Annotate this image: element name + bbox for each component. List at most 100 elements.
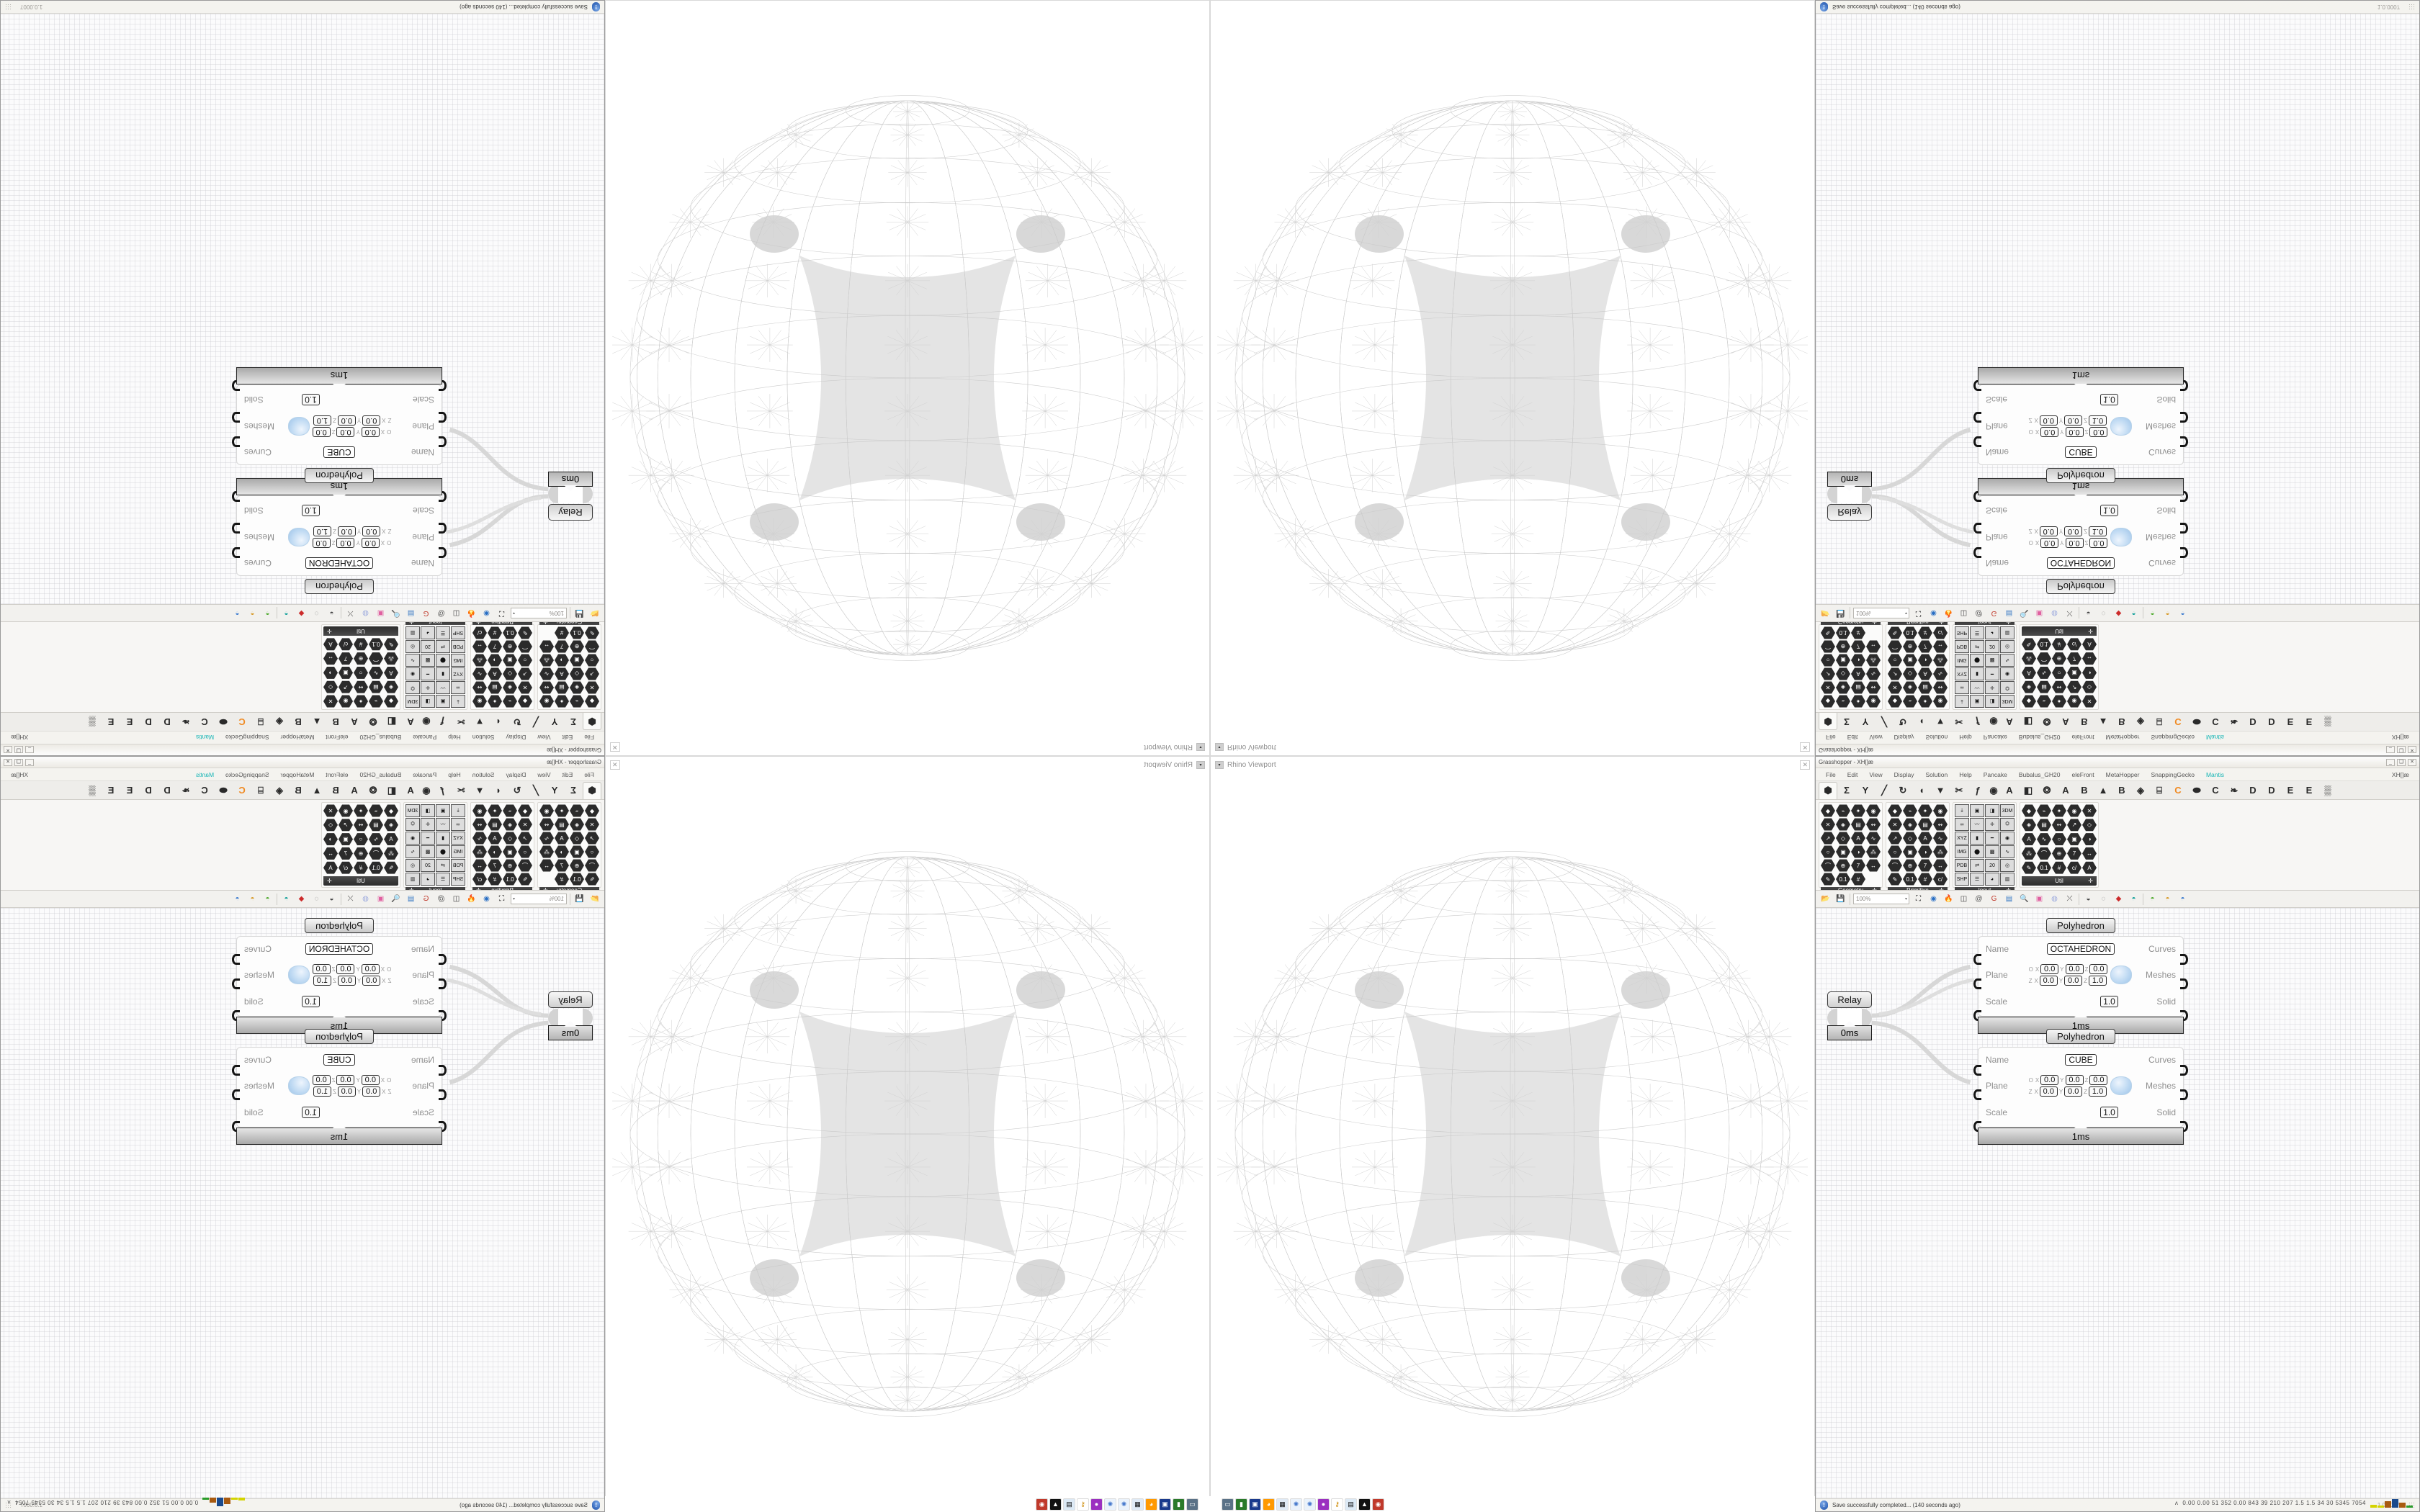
plane-origin-z-field[interactable]: 0.0 <box>2089 427 2108 437</box>
ribbon-icon-geometry-9[interactable]: ◇ <box>570 832 584 845</box>
ribbon-icon-primitive-3[interactable]: ◉ <box>1933 804 1948 817</box>
ribbon-tab-1[interactable]: Σ <box>570 716 576 727</box>
component-cube[interactable]: Polyhedron Name CUBE Curves Plane O X 0.0 Y 0.0 Z 0… <box>232 367 447 483</box>
input-label-plane[interactable]: Plane <box>1986 421 2008 431</box>
ribbon-icon-geometry-10[interactable]: A <box>1851 832 1865 845</box>
taskbar-icon-floppy-icon-b[interactable]: ▣ <box>1159 1498 1171 1511</box>
ribbon-tab-0[interactable]: ⬢ <box>1819 781 1837 799</box>
ribbon-tab-10[interactable]: A <box>2006 716 2013 727</box>
ghost-icon[interactable]: ◌ <box>2101 609 2106 617</box>
input-port-name[interactable] <box>1973 547 1981 558</box>
ribbon-icon-input-16[interactable]: PDB <box>1955 640 1969 653</box>
menu-item-bubalus-gh20[interactable]: Bubalus_GH20 <box>2018 770 2061 778</box>
ribbon-icon-geometry-22[interactable]: # <box>555 626 569 639</box>
minimize-button[interactable]: _ <box>2386 758 2395 766</box>
menu-item-display[interactable]: Display <box>1894 770 1914 778</box>
search-scope-icon[interactable]: 🔍 <box>2020 895 2029 903</box>
ribbon-icon-input-3[interactable]: 3DM <box>2000 804 2015 817</box>
ribbon-tab-22[interactable]: ❧ <box>2230 716 2238 728</box>
ribbon-tab-0[interactable]: ⬢ <box>1819 713 1837 731</box>
ribbon-icon-geometry-18[interactable]: 7 <box>1851 640 1865 653</box>
output-label-curves[interactable]: Curves <box>2148 944 2176 954</box>
scale-value-field[interactable]: 1.0 <box>2100 505 2118 516</box>
ribbon-icon-primitive-3[interactable]: ◉ <box>472 804 487 817</box>
ribbon-icon-input-7[interactable]: ⛭ <box>2000 818 2015 831</box>
ribbon-group-expand-icon[interactable]: ✛ <box>1872 621 1877 625</box>
plane-zaxis-z-field[interactable]: 1.0 <box>313 526 331 536</box>
ribbon-icon-geometry-9[interactable]: ◇ <box>1836 667 1850 680</box>
name-value-field[interactable]: OCTAHEDRON <box>2046 943 2115 955</box>
ribbon-tab-5[interactable]: ◖ <box>496 785 501 796</box>
ribbon-icon-util-7[interactable]: ↭ <box>2052 680 2066 693</box>
ribbon-icon-input-17[interactable]: ⇄ <box>436 640 450 653</box>
output-label-meshes[interactable]: Meshes <box>244 532 275 542</box>
component-octahedron[interactable]: Polyhedron Name OCTAHEDRON Curves Plane O X 0.0… <box>1973 918 2188 1034</box>
amber-drop-icon[interactable]: ◓ <box>250 609 255 617</box>
ribbon-icon-geometry-16[interactable]: ⌒ <box>585 859 599 872</box>
ribbon-tab-19[interactable]: C <box>238 785 246 796</box>
ribbon-icon-util-3[interactable]: ◉ <box>2067 695 2081 708</box>
taskbar-icon-purple-app-icon-b[interactable]: ● <box>1090 1498 1103 1511</box>
ribbon-icon-primitive-23[interactable]: c/ <box>1933 873 1948 886</box>
ribbon-icon-input-2[interactable]: ◨ <box>1985 804 1999 817</box>
ribbon-icon-primitive-3[interactable]: ◉ <box>472 695 487 708</box>
menu-item-display[interactable]: Display <box>506 734 526 742</box>
ribbon-icon-util-18[interactable]: 7 <box>2067 847 2081 860</box>
ribbon-icon-primitive-18[interactable]: 7 <box>488 640 502 653</box>
ribbon-icon-input-22[interactable]: ◕ <box>1985 626 1999 639</box>
ribbon-icon-geometry-4[interactable]: ✕ <box>585 818 599 831</box>
plane-zaxis-z-field[interactable]: 1.0 <box>2089 1086 2107 1097</box>
timer-cube[interactable]: 1ms <box>1978 367 2184 384</box>
ribbon-icon-primitive-22[interactable]: # <box>488 873 502 886</box>
blue-drop-icon[interactable]: ◓ <box>235 895 240 903</box>
menu-item-snappinggecko[interactable]: SnappingGecko <box>2151 734 2195 742</box>
ribbon-icon-util-23[interactable]: c/ <box>2067 638 2081 651</box>
input-port-plane[interactable] <box>439 978 447 989</box>
zoom-level-combobox[interactable]: 100% ▾ <box>1853 608 1909 618</box>
plane-zaxis-z-field[interactable]: 1.0 <box>2089 526 2107 536</box>
blue-drop-icon[interactable]: ◓ <box>2180 609 2185 617</box>
open-folder-icon[interactable]: 📂 <box>590 609 599 617</box>
resize-grip[interactable] <box>2408 1502 2415 1508</box>
taskbar-icon-paper-icon-b2[interactable]: ▤ <box>1345 1498 1357 1511</box>
ribbon-tab-23[interactable]: D <box>163 716 171 727</box>
menu-item-view[interactable]: View <box>537 770 551 778</box>
ribbon-icon-input-21[interactable]: ☰ <box>1970 626 1984 639</box>
output-label-curves[interactable]: Curves <box>244 944 272 954</box>
ribbon-icon-util-20[interactable]: ✎ <box>384 861 398 874</box>
ribbon-icon-util-17[interactable]: ⊕ <box>354 652 368 665</box>
doc-props-icon[interactable]: ▤ <box>407 609 415 617</box>
ribbon-icon-util-16[interactable]: ⌒ <box>2037 847 2051 860</box>
ribbon-icon-primitive-22[interactable]: # <box>1918 873 1932 886</box>
ribbon-tab-25[interactable]: E <box>126 785 133 796</box>
input-label-scale[interactable]: Scale <box>1986 505 2008 516</box>
ribbon-icon-util-21[interactable]: 0.1 <box>2037 638 2051 651</box>
ribbon-tab-25[interactable]: E <box>126 716 133 727</box>
ribbon-icon-primitive-13[interactable]: ▣ <box>1903 845 1917 858</box>
rhino-viewport-1[interactable]: ▾ Rhino Viewport ✕ <box>605 0 1210 756</box>
ribbon-icon-util-4[interactable]: ✕ <box>323 695 338 708</box>
ribbon-icon-util-22[interactable]: # <box>354 638 368 651</box>
ribbon-icon-geometry-15[interactable]: ⁂ <box>1866 654 1881 667</box>
ribbon-tab-14[interactable]: B <box>2081 716 2088 727</box>
menu-item-pancake[interactable]: Pancake <box>413 734 437 742</box>
taskbar-icon-green-terminal-icon-b2[interactable]: ▮ <box>1235 1498 1247 1511</box>
ribbon-icon-input-14[interactable]: ▩ <box>421 654 435 667</box>
plane-zaxis-x-field[interactable]: 0.0 <box>2039 526 2058 536</box>
ribbon-icon-input-6[interactable]: ✛ <box>421 681 435 694</box>
component-cap-cube[interactable]: Polyhedron <box>2046 1029 2115 1044</box>
ribbon-icon-util-13[interactable]: ▣ <box>339 833 353 846</box>
menu-item-file[interactable]: File <box>1826 734 1836 742</box>
ribbon-icon-primitive-21[interactable]: 0.1 <box>1903 873 1917 886</box>
maximize-button[interactable]: ❑ <box>14 746 23 754</box>
ribbon-group-expand-icon[interactable]: ✛ <box>1872 887 1877 891</box>
name-value-field[interactable]: OCTAHEDRON <box>2046 557 2115 569</box>
zoom-extents-icon[interactable]: ⛶ <box>499 895 504 903</box>
menu-item-help[interactable]: Help <box>448 770 461 778</box>
doc-props-icon[interactable]: ▤ <box>2005 895 2013 903</box>
ribbon-icon-geometry-0[interactable]: ◆ <box>1821 695 1835 708</box>
ribbon-tab-7[interactable]: ✂ <box>1955 784 1963 796</box>
component-body-cube[interactable]: Name CUBE Curves Plane O X 0.0 Y 0.0 Z 0.0 Z X 0.0 Y 0.… <box>1973 1047 2188 1132</box>
plane-origin-x-field[interactable]: 0.0 <box>361 1075 380 1085</box>
ribbon-icon-input-8[interactable]: XYZ <box>451 667 465 680</box>
